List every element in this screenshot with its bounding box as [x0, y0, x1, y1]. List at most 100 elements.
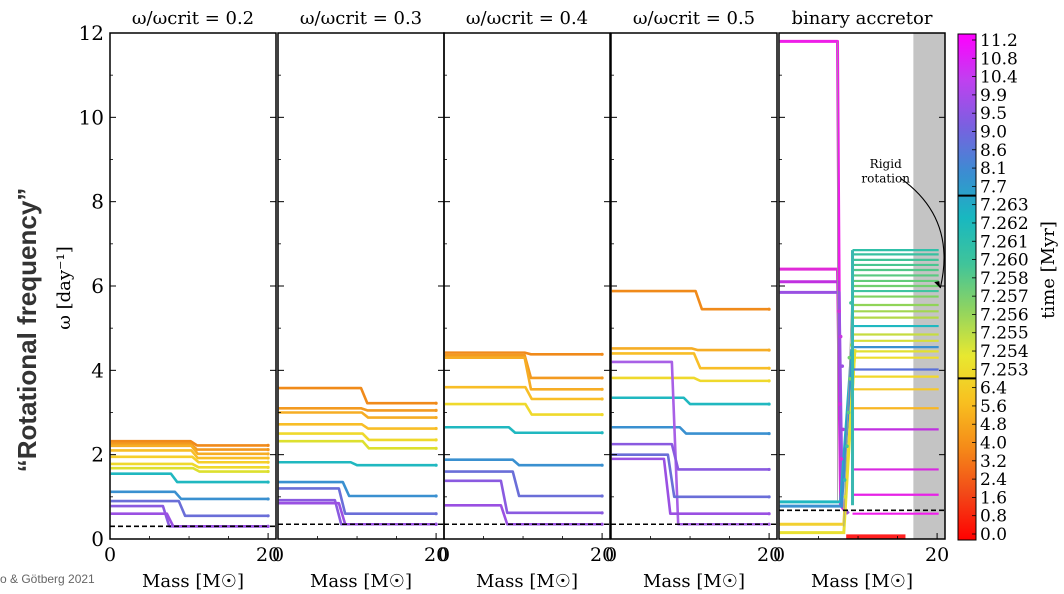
transition-dot: [841, 427, 845, 432]
y-tick-label: 12: [79, 21, 104, 45]
series-end-marker: [434, 494, 438, 498]
series-line: [611, 352, 770, 370]
y-tick-label: 4: [91, 358, 104, 382]
series-line: [278, 432, 437, 442]
series-line: [779, 349, 855, 508]
series-line: [110, 439, 269, 447]
series-end-marker: [266, 497, 270, 501]
annotation-text: rotation: [861, 172, 910, 186]
y-axis-label-group: “Rotational frequency” ω [day⁻¹]: [12, 188, 75, 473]
series-end-marker: [266, 448, 270, 452]
series-line: [278, 487, 437, 515]
side-title: “Rotational frequency”: [12, 188, 42, 473]
series-line: [110, 490, 269, 501]
x-tick-label: 20: [925, 544, 949, 566]
series-end-marker: [434, 512, 438, 516]
credit-text: o & Götberg 2021: [0, 572, 95, 586]
series-end-marker: [600, 522, 604, 526]
series-line: [278, 386, 437, 405]
colorbar: 11.210.810.49.99.59.08.68.17.77.2637.262…: [957, 31, 1059, 545]
x-axis-label: Mass [M☉]: [476, 571, 578, 592]
series-line: [611, 425, 770, 435]
colorbar-tick-label: 0.0: [980, 525, 1007, 545]
series-line: [611, 347, 770, 352]
series-end-marker: [266, 443, 270, 447]
series-end-marker: [266, 514, 270, 518]
series-line: [110, 442, 269, 451]
x-tick-label: 20: [757, 544, 781, 566]
colorbar-tick-label: 10.8: [980, 49, 1018, 69]
colorbar-bar: [957, 33, 977, 541]
series-line: [444, 353, 603, 380]
panel-title: ω/ωcrit = 0.2: [132, 8, 254, 29]
series-line: [278, 439, 437, 450]
y-tick-label: 6: [91, 274, 104, 298]
colorbar-tick-label: 9.0: [980, 122, 1007, 142]
series-end-marker: [600, 413, 604, 417]
colorbar-tick-label: 8.6: [980, 141, 1007, 161]
transition-dot: [845, 444, 849, 449]
series-end-marker: [434, 426, 438, 431]
y-axis-label: ω [day⁻¹]: [54, 246, 75, 330]
series-line: [444, 503, 603, 526]
series-end-marker: [600, 494, 604, 498]
colorbar-tick-label: 7.260: [980, 251, 1029, 271]
series-end-marker: [767, 366, 771, 370]
colorbar-tick-label: 10.4: [980, 68, 1018, 88]
colorbar-tick-label: 7.253: [980, 360, 1029, 380]
x-tick-label: 0: [438, 544, 450, 566]
x-tick-label: 20: [256, 544, 280, 566]
colorbar-tick-label: 9.9: [980, 86, 1007, 106]
transition-dot: [847, 355, 852, 360]
series-line: [444, 385, 603, 401]
series-line: [611, 396, 770, 406]
series-end-marker: [600, 376, 604, 380]
y-tick-label: 2: [91, 443, 104, 467]
colorbar-tick-label: 7.256: [980, 305, 1029, 325]
series-end-marker: [600, 397, 604, 401]
colorbar-tick-label: 7.263: [980, 196, 1029, 216]
transition-dot: [846, 410, 851, 415]
series-end-marker: [767, 467, 771, 472]
series-end-marker: [600, 387, 604, 391]
transition-dot: [843, 495, 848, 499]
series-end-marker: [434, 438, 438, 442]
series-line: [110, 449, 269, 460]
series-line: [110, 499, 269, 518]
series-line: [110, 462, 269, 469]
colorbar-label: time [Myr]: [1038, 221, 1059, 319]
series-line: [444, 351, 603, 356]
annotation-arrowhead: [934, 281, 941, 289]
panel-frame: [443, 32, 611, 540]
series-line: [444, 470, 603, 498]
annotation-arrow: [900, 178, 945, 289]
series-end-marker: [767, 402, 771, 406]
x-axis-label: Mass [M☉]: [643, 571, 745, 592]
series-line: [110, 444, 269, 456]
series-end-marker: [600, 431, 604, 435]
series-end-marker: [434, 408, 438, 412]
series-end-marker: [266, 469, 270, 474]
series-end-marker: [600, 463, 604, 467]
x-tick-label: 0: [605, 544, 617, 566]
x-axis-label: Mass [M☉]: [142, 571, 244, 592]
series-line: [611, 376, 770, 383]
colorbar-tick-label: 7.7: [980, 177, 1007, 197]
colorbar-tick-label: 7.258: [980, 269, 1029, 289]
series-line: [278, 423, 437, 430]
colorbar-tick-label: 3.2: [980, 452, 1007, 472]
transition-dot: [842, 478, 847, 482]
series-end-marker: [266, 524, 270, 528]
x-tick-label: 0: [104, 544, 116, 566]
colorbar-tick-label: 7.261: [980, 232, 1029, 252]
series-end-marker: [767, 379, 771, 383]
x-tick-label: 0: [773, 544, 785, 566]
colorbar-tick-label: 7.254: [980, 342, 1029, 362]
series-end-marker: [600, 511, 604, 515]
colorbar-tick-label: 2.4: [980, 470, 1007, 490]
series-line: [444, 479, 603, 515]
x-tick-label: 20: [424, 544, 448, 566]
series-line: [110, 455, 269, 464]
series-end-marker: [434, 415, 438, 420]
